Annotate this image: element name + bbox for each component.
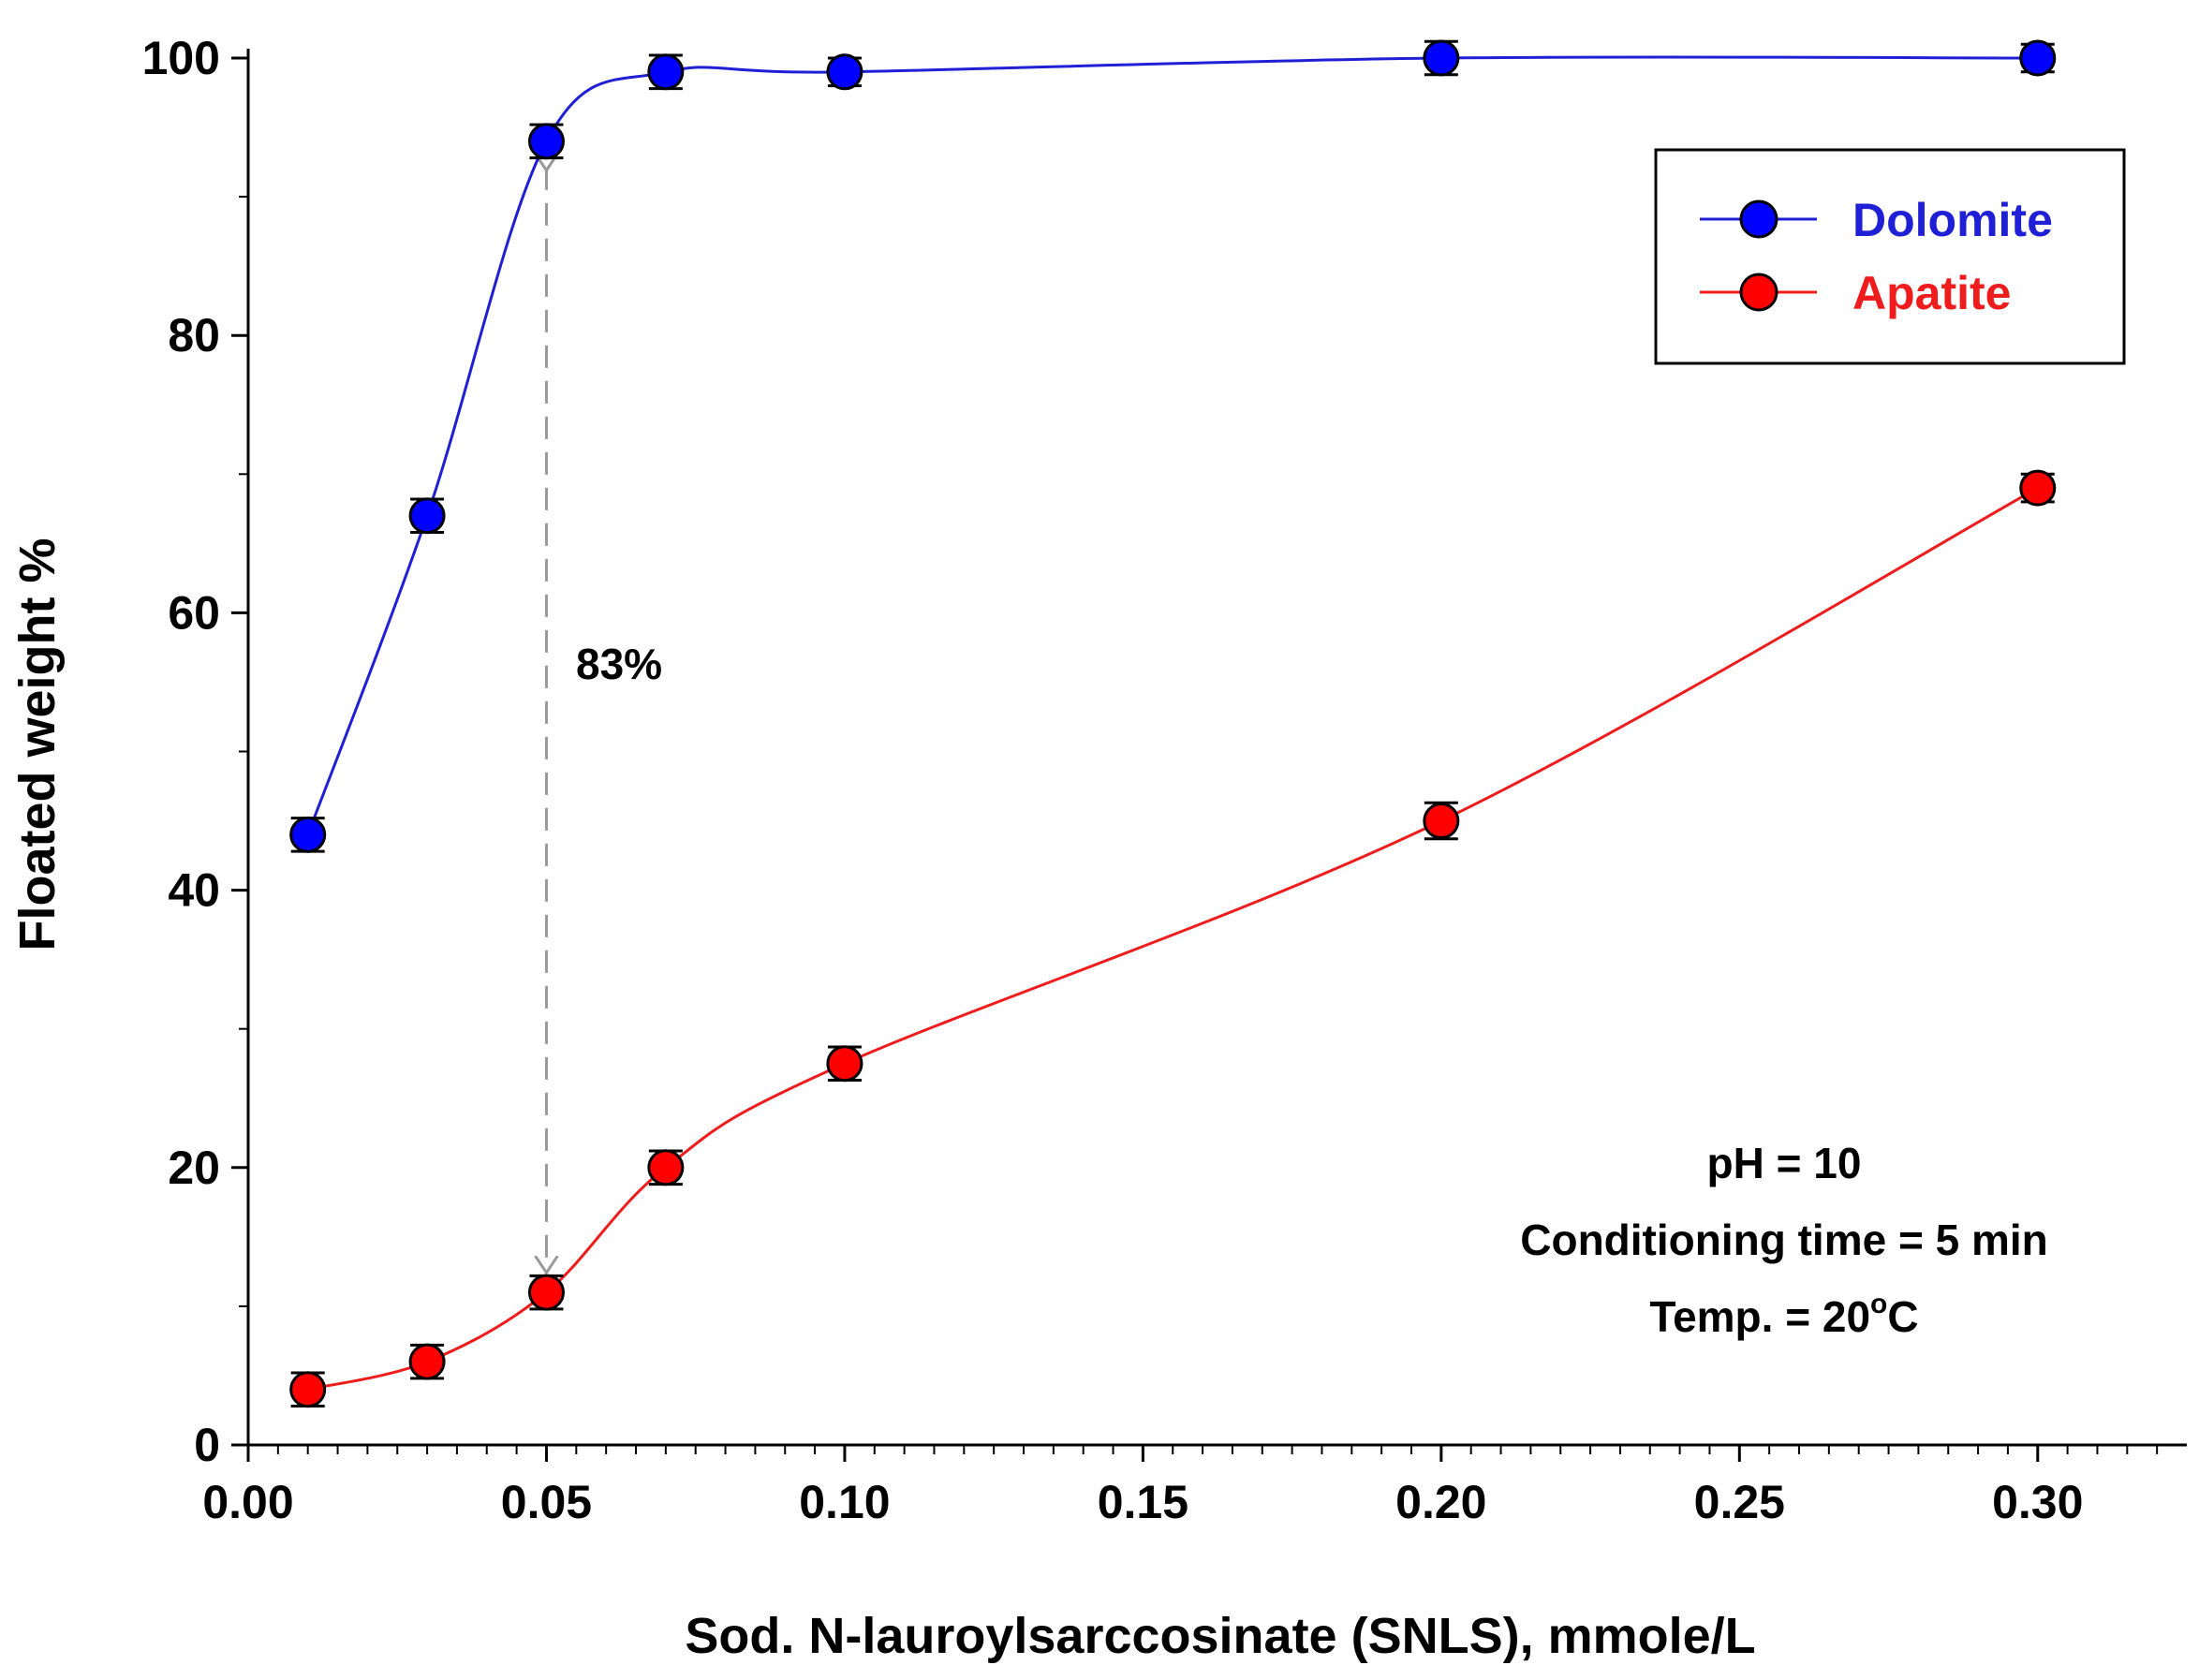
x-tick-label: 0.15 (1098, 1476, 1188, 1528)
data-point-dolomite (2019, 39, 2057, 77)
conditioning-time-condition: Conditioning time = 5 min (1520, 1216, 2048, 1264)
data-point-apatite (289, 1371, 327, 1408)
data-point-apatite (1423, 803, 1460, 840)
temp-prefix: Temp. = 20 (1649, 1292, 1870, 1341)
plot-series (289, 39, 2057, 1408)
data-point-dolomite (647, 53, 685, 91)
x-tick-label: 0.05 (501, 1476, 592, 1528)
conditions-block: pH = 10 Conditioning time = 5 min Temp. … (1520, 1139, 2048, 1341)
y-tick-label: 20 (168, 1142, 220, 1194)
x-tick-label: 0.10 (799, 1476, 890, 1528)
data-point-apatite (2019, 469, 2057, 507)
y-tick-label: 80 (168, 309, 220, 361)
temp-unit: C (1887, 1292, 1918, 1341)
data-point-dolomite (826, 53, 863, 91)
data-point-dolomite (408, 497, 446, 535)
legend-box (1654, 148, 2126, 365)
data-point-apatite (527, 1274, 565, 1311)
gap-label: 83% (576, 640, 662, 688)
ph-condition: pH = 10 (1707, 1139, 1862, 1187)
series-apatite (289, 469, 2057, 1408)
x-axis-label: Sod. N-lauroylsarccosinate (SNLS), mmole… (685, 1608, 1755, 1664)
x-tick-label: 0.00 (202, 1476, 293, 1528)
x-tick-label: 0.25 (1694, 1476, 1785, 1528)
x-tick-label: 0.30 (1992, 1476, 2083, 1528)
y-tick-label: 40 (168, 864, 220, 917)
temperature-condition: Temp. = 20oC (1649, 1289, 1918, 1341)
legend-marker-dolomite (1739, 199, 1778, 239)
series-dolomite (289, 39, 2057, 853)
series-line-apatite (307, 486, 2039, 1392)
y-tick-label: 60 (168, 586, 220, 639)
data-point-apatite (647, 1149, 685, 1186)
temp-degree: o (1870, 1289, 1887, 1319)
legend-label-apatite: Apatite (1852, 267, 2011, 319)
data-point-apatite (826, 1045, 863, 1083)
legend-label-dolomite: Dolomite (1852, 194, 2053, 246)
data-point-dolomite (527, 123, 565, 160)
data-point-dolomite (289, 816, 327, 853)
legend: Dolomite Apatite (1654, 148, 2126, 365)
data-point-dolomite (1423, 39, 1460, 77)
y-tick-label: 100 (142, 32, 220, 84)
x-tick-label: 0.20 (1395, 1476, 1486, 1528)
y-tick-label: 0 (194, 1419, 220, 1471)
axes: 0 20 40 60 80 100 0.00 0.05 0.10 0.15 0.20 0.25 0.30 (142, 32, 2187, 1528)
legend-marker-apatite (1739, 273, 1778, 312)
data-point-apatite (408, 1343, 446, 1380)
y-axis-label: Floated weight % (9, 538, 66, 951)
